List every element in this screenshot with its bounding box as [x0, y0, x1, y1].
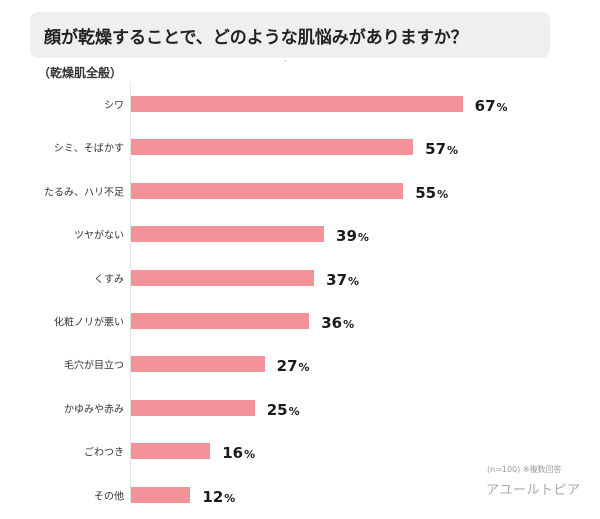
value-number: 25 — [266, 400, 288, 419]
value-unit: % — [244, 448, 256, 462]
category-label: くすみ — [94, 274, 124, 286]
y-axis-line — [130, 82, 131, 502]
bar — [131, 399, 255, 416]
value-unit: % — [288, 404, 300, 418]
bar — [131, 269, 315, 286]
value-number: 27 — [276, 357, 298, 376]
value-unit: % — [496, 101, 508, 114]
chart-title: 顔が乾燥することで、どのような肌悩みがありますか？ — [44, 27, 468, 48]
value-label: 25% — [267, 401, 300, 419]
value-number: 36 — [321, 314, 343, 332]
value-label: 55% — [415, 184, 448, 202]
value-number: 55 — [415, 183, 437, 202]
bar — [131, 486, 191, 503]
category-label: かゆみや赤み — [64, 404, 124, 416]
bar — [131, 226, 325, 243]
category-label: たるみ、ハリ不足 — [44, 187, 124, 199]
category-label: ごわつき — [84, 447, 124, 459]
bar — [131, 443, 211, 460]
value-unit: % — [343, 318, 355, 331]
value-label: 57% — [425, 140, 458, 158]
bar — [131, 96, 463, 112]
category-label: ツヤがない — [74, 230, 124, 242]
value-number: 57 — [425, 140, 447, 159]
bar — [131, 356, 265, 373]
value-number: 39 — [336, 227, 357, 246]
value-number: 16 — [222, 444, 244, 463]
bar — [131, 139, 414, 156]
value-label: 16% — [222, 444, 255, 462]
value-unit: % — [447, 144, 459, 158]
value-number: 37 — [326, 270, 348, 289]
value-number: 12 — [202, 487, 224, 506]
stray-mark: ˊ — [283, 60, 287, 69]
sample-size-note: (n=100) ※複数回答 — [487, 465, 562, 474]
value-unit: % — [224, 491, 236, 505]
category-label: その他 — [94, 491, 124, 503]
value-unit: % — [357, 231, 369, 245]
value-unit: % — [348, 274, 360, 288]
chart-subtitle: （乾燥肌全般） — [38, 66, 123, 80]
category-label: 毛穴が目立つ — [64, 360, 124, 372]
value-label: 12% — [202, 488, 235, 506]
value-label: 37% — [326, 271, 359, 289]
bar — [131, 182, 404, 199]
value-label: 67% — [475, 97, 508, 115]
category-label: シミ、そばかす — [53, 143, 124, 155]
category-label: シワ — [104, 100, 124, 112]
value-label: 39% — [336, 227, 369, 245]
brand-logo-text: アユールトピア — [486, 483, 581, 498]
category-label: 化粧ノリが悪い — [54, 317, 124, 329]
value-unit: % — [437, 187, 449, 201]
value-number: 67 — [474, 97, 496, 115]
value-unit: % — [298, 361, 310, 375]
value-label: 36% — [321, 314, 354, 332]
title-box: 顔が乾燥することで、どのような肌悩みがありますか？ — [30, 12, 550, 58]
bar — [131, 313, 310, 329]
value-label: 27% — [277, 357, 310, 375]
